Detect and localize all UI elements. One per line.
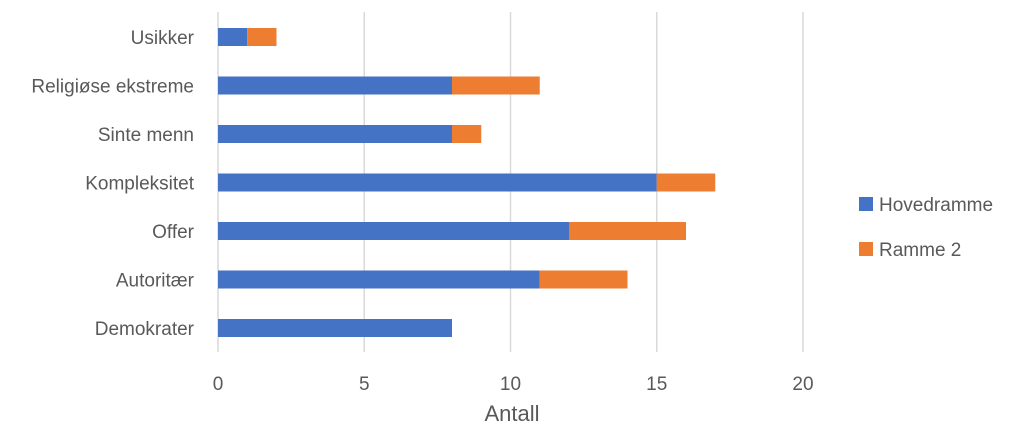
x-axis-title: Antall xyxy=(484,401,539,426)
category-label: Demokrater xyxy=(95,319,195,340)
bar-segment xyxy=(452,76,540,95)
bar-segment xyxy=(218,125,452,143)
x-tick-label: 5 xyxy=(359,374,370,395)
bar-segment xyxy=(218,270,540,289)
bar-segment xyxy=(218,319,452,337)
category-label: Usikker xyxy=(131,28,195,49)
bar-segment xyxy=(539,270,628,289)
bar-segment xyxy=(569,222,686,240)
category-label: Religiøse ekstreme xyxy=(31,77,194,98)
legend-entry: Ramme 2 xyxy=(879,240,961,261)
category-label: Kompleksitet xyxy=(85,174,194,195)
bar-segment xyxy=(218,173,657,192)
x-tick-label: 20 xyxy=(792,374,813,395)
category-labels: Usikker Religiøse ekstreme Sinte menn Kompl… xyxy=(31,28,194,340)
legend-swatch xyxy=(859,242,873,256)
x-tick-label: 10 xyxy=(500,374,521,395)
category-label: Autoritær xyxy=(116,271,195,292)
category-label: Sinte menn xyxy=(98,125,194,146)
legend-swatch xyxy=(859,197,873,211)
x-tick-label: 0 xyxy=(213,374,224,395)
bar-segment xyxy=(218,222,569,240)
bar-segment xyxy=(247,28,277,46)
bar-segment xyxy=(656,173,716,192)
legend: Hovedramme Ramme 2 xyxy=(859,195,993,261)
legend-entry: Hovedramme xyxy=(879,195,993,216)
bar-segment xyxy=(218,28,248,46)
category-label: Offer xyxy=(152,222,195,243)
x-tick-labels: 0 5 10 15 20 xyxy=(213,374,814,395)
bars xyxy=(218,28,716,337)
x-tick-label: 15 xyxy=(646,374,667,395)
bar-segment xyxy=(218,76,452,95)
bar-segment xyxy=(452,125,482,143)
